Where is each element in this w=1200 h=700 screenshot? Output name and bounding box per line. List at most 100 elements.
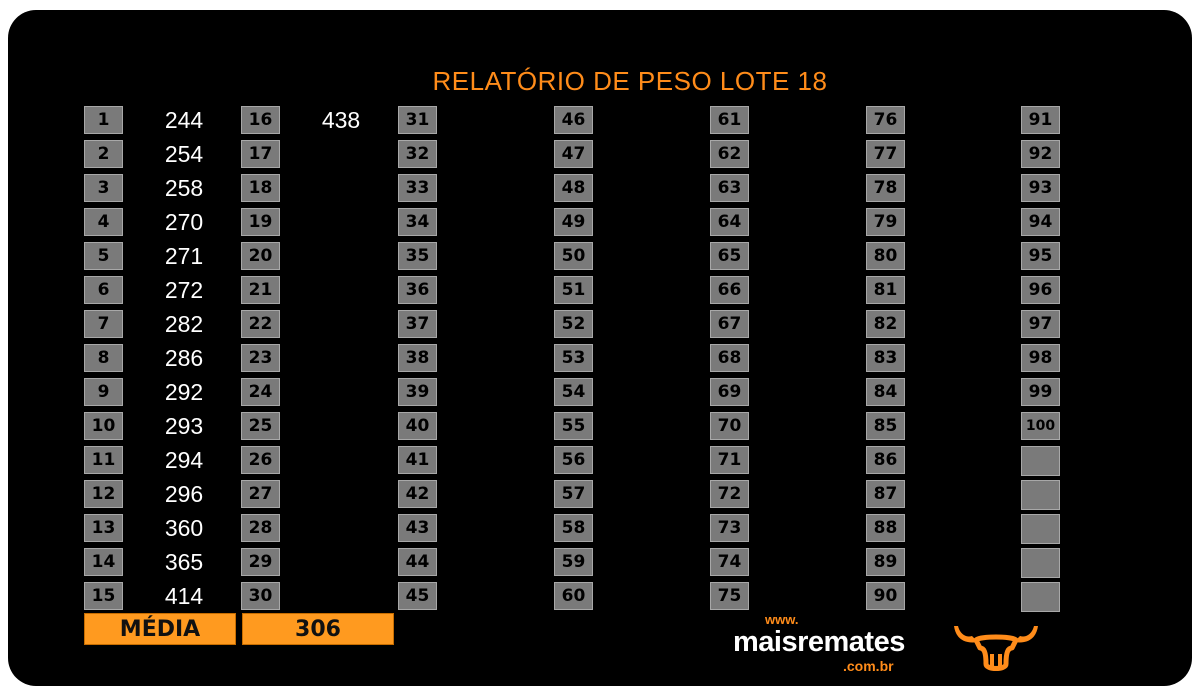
lot-number-cell: 36 <box>398 276 437 304</box>
weight-value: 296 <box>164 481 204 507</box>
lot-number-cell: 57 <box>554 480 593 508</box>
brand-logo[interactable]: www. maisremates .com.br <box>733 612 913 674</box>
lot-number-cell: 52 <box>554 310 593 338</box>
lot-number-cell: 54 <box>554 378 593 406</box>
lot-number-cell: 70 <box>710 412 749 440</box>
lot-number-cell: 65 <box>710 242 749 270</box>
lot-number-cell: 69 <box>710 378 749 406</box>
lot-number-cell: 71 <box>710 446 749 474</box>
lot-number-cell: 3 <box>84 174 123 202</box>
lot-number-cell: 13 <box>84 514 123 542</box>
lot-number-cell: 79 <box>866 208 905 236</box>
lot-number-cell: 26 <box>241 446 280 474</box>
lot-number-cell: 33 <box>398 174 437 202</box>
lot-number-cell: 18 <box>241 174 280 202</box>
weight-value: 270 <box>164 209 204 235</box>
lot-number-cell: 85 <box>866 412 905 440</box>
lot-number-cell: 46 <box>554 106 593 134</box>
lot-number-cell: 66 <box>710 276 749 304</box>
lot-number-cell: 91 <box>1021 106 1060 134</box>
weight-value: 258 <box>164 175 204 201</box>
lot-number-cell: 90 <box>866 582 905 610</box>
lot-number-cell: 39 <box>398 378 437 406</box>
weight-value: 244 <box>164 107 204 133</box>
lot-number-cell: 74 <box>710 548 749 576</box>
lot-number-cell: 64 <box>710 208 749 236</box>
lot-number-cell: 93 <box>1021 174 1060 202</box>
lot-number-cell: 10 <box>84 412 123 440</box>
bull-head-icon <box>954 626 1038 671</box>
lot-number-cell: 23 <box>241 344 280 372</box>
lot-number-cell: 59 <box>554 548 593 576</box>
lot-number-cell: 16 <box>241 106 280 134</box>
report-title: RELATÓRIO DE PESO LOTE 18 <box>432 66 828 96</box>
weight-value: 360 <box>164 515 204 541</box>
lot-number-cell: 62 <box>710 140 749 168</box>
lot-number-cell: 99 <box>1021 378 1060 406</box>
lot-number-cell: 45 <box>398 582 437 610</box>
brand-www: www. <box>765 612 799 627</box>
lot-number-cell: 11 <box>84 446 123 474</box>
lot-number-cell: 49 <box>554 208 593 236</box>
weight-value: 286 <box>164 345 204 371</box>
weight-value: 294 <box>164 447 204 473</box>
lot-number-cell: 7 <box>84 310 123 338</box>
brand-name: maisremates <box>733 626 905 658</box>
lot-number-cell: 19 <box>241 208 280 236</box>
empty-cell <box>1021 548 1060 578</box>
media-label: MÉDIA <box>84 613 236 645</box>
lot-number-cell: 38 <box>398 344 437 372</box>
weight-value: 271 <box>164 243 204 269</box>
lot-number-cell: 24 <box>241 378 280 406</box>
empty-cell <box>1021 446 1060 476</box>
lot-number-cell: 25 <box>241 412 280 440</box>
lot-number-cell: 55 <box>554 412 593 440</box>
lot-number-cell: 9 <box>84 378 123 406</box>
lot-number-cell: 14 <box>84 548 123 576</box>
lot-number-cell: 17 <box>241 140 280 168</box>
lot-number-cell: 5 <box>84 242 123 270</box>
lot-number-cell: 96 <box>1021 276 1060 304</box>
lot-number-cell: 29 <box>241 548 280 576</box>
lot-number-cell: 89 <box>866 548 905 576</box>
lot-number-cell: 40 <box>398 412 437 440</box>
lot-number-cell: 94 <box>1021 208 1060 236</box>
lot-number-cell: 81 <box>866 276 905 304</box>
weight-value: 438 <box>321 107 361 133</box>
lot-number-cell: 34 <box>398 208 437 236</box>
lot-number-cell: 41 <box>398 446 437 474</box>
lot-number-cell: 51 <box>554 276 593 304</box>
lot-number-cell: 86 <box>866 446 905 474</box>
lot-number-cell: 31 <box>398 106 437 134</box>
lot-number-cell: 43 <box>398 514 437 542</box>
report-panel <box>8 10 1192 686</box>
weight-value: 292 <box>164 379 204 405</box>
lot-number-cell: 37 <box>398 310 437 338</box>
empty-cell <box>1021 582 1060 612</box>
weight-value: 365 <box>164 549 204 575</box>
lot-number-cell: 1 <box>84 106 123 134</box>
lot-number-cell: 88 <box>866 514 905 542</box>
empty-cell <box>1021 480 1060 510</box>
lot-number-cell: 58 <box>554 514 593 542</box>
lot-number-cell: 77 <box>866 140 905 168</box>
weight-value: 293 <box>164 413 204 439</box>
lot-number-cell: 68 <box>710 344 749 372</box>
lot-number-cell: 35 <box>398 242 437 270</box>
lot-number-cell: 6 <box>84 276 123 304</box>
lot-number-cell: 95 <box>1021 242 1060 270</box>
lot-number-cell: 8 <box>84 344 123 372</box>
lot-number-cell: 56 <box>554 446 593 474</box>
weight-value: 272 <box>164 277 204 303</box>
lot-number-cell: 4 <box>84 208 123 236</box>
lot-number-cell: 27 <box>241 480 280 508</box>
lot-number-cell: 21 <box>241 276 280 304</box>
lot-number-cell: 12 <box>84 480 123 508</box>
lot-number-cell: 47 <box>554 140 593 168</box>
lot-number-cell: 28 <box>241 514 280 542</box>
lot-number-cell: 60 <box>554 582 593 610</box>
lot-number-cell: 22 <box>241 310 280 338</box>
lot-number-cell: 42 <box>398 480 437 508</box>
lot-number-cell: 53 <box>554 344 593 372</box>
media-value: 306 <box>242 613 394 645</box>
